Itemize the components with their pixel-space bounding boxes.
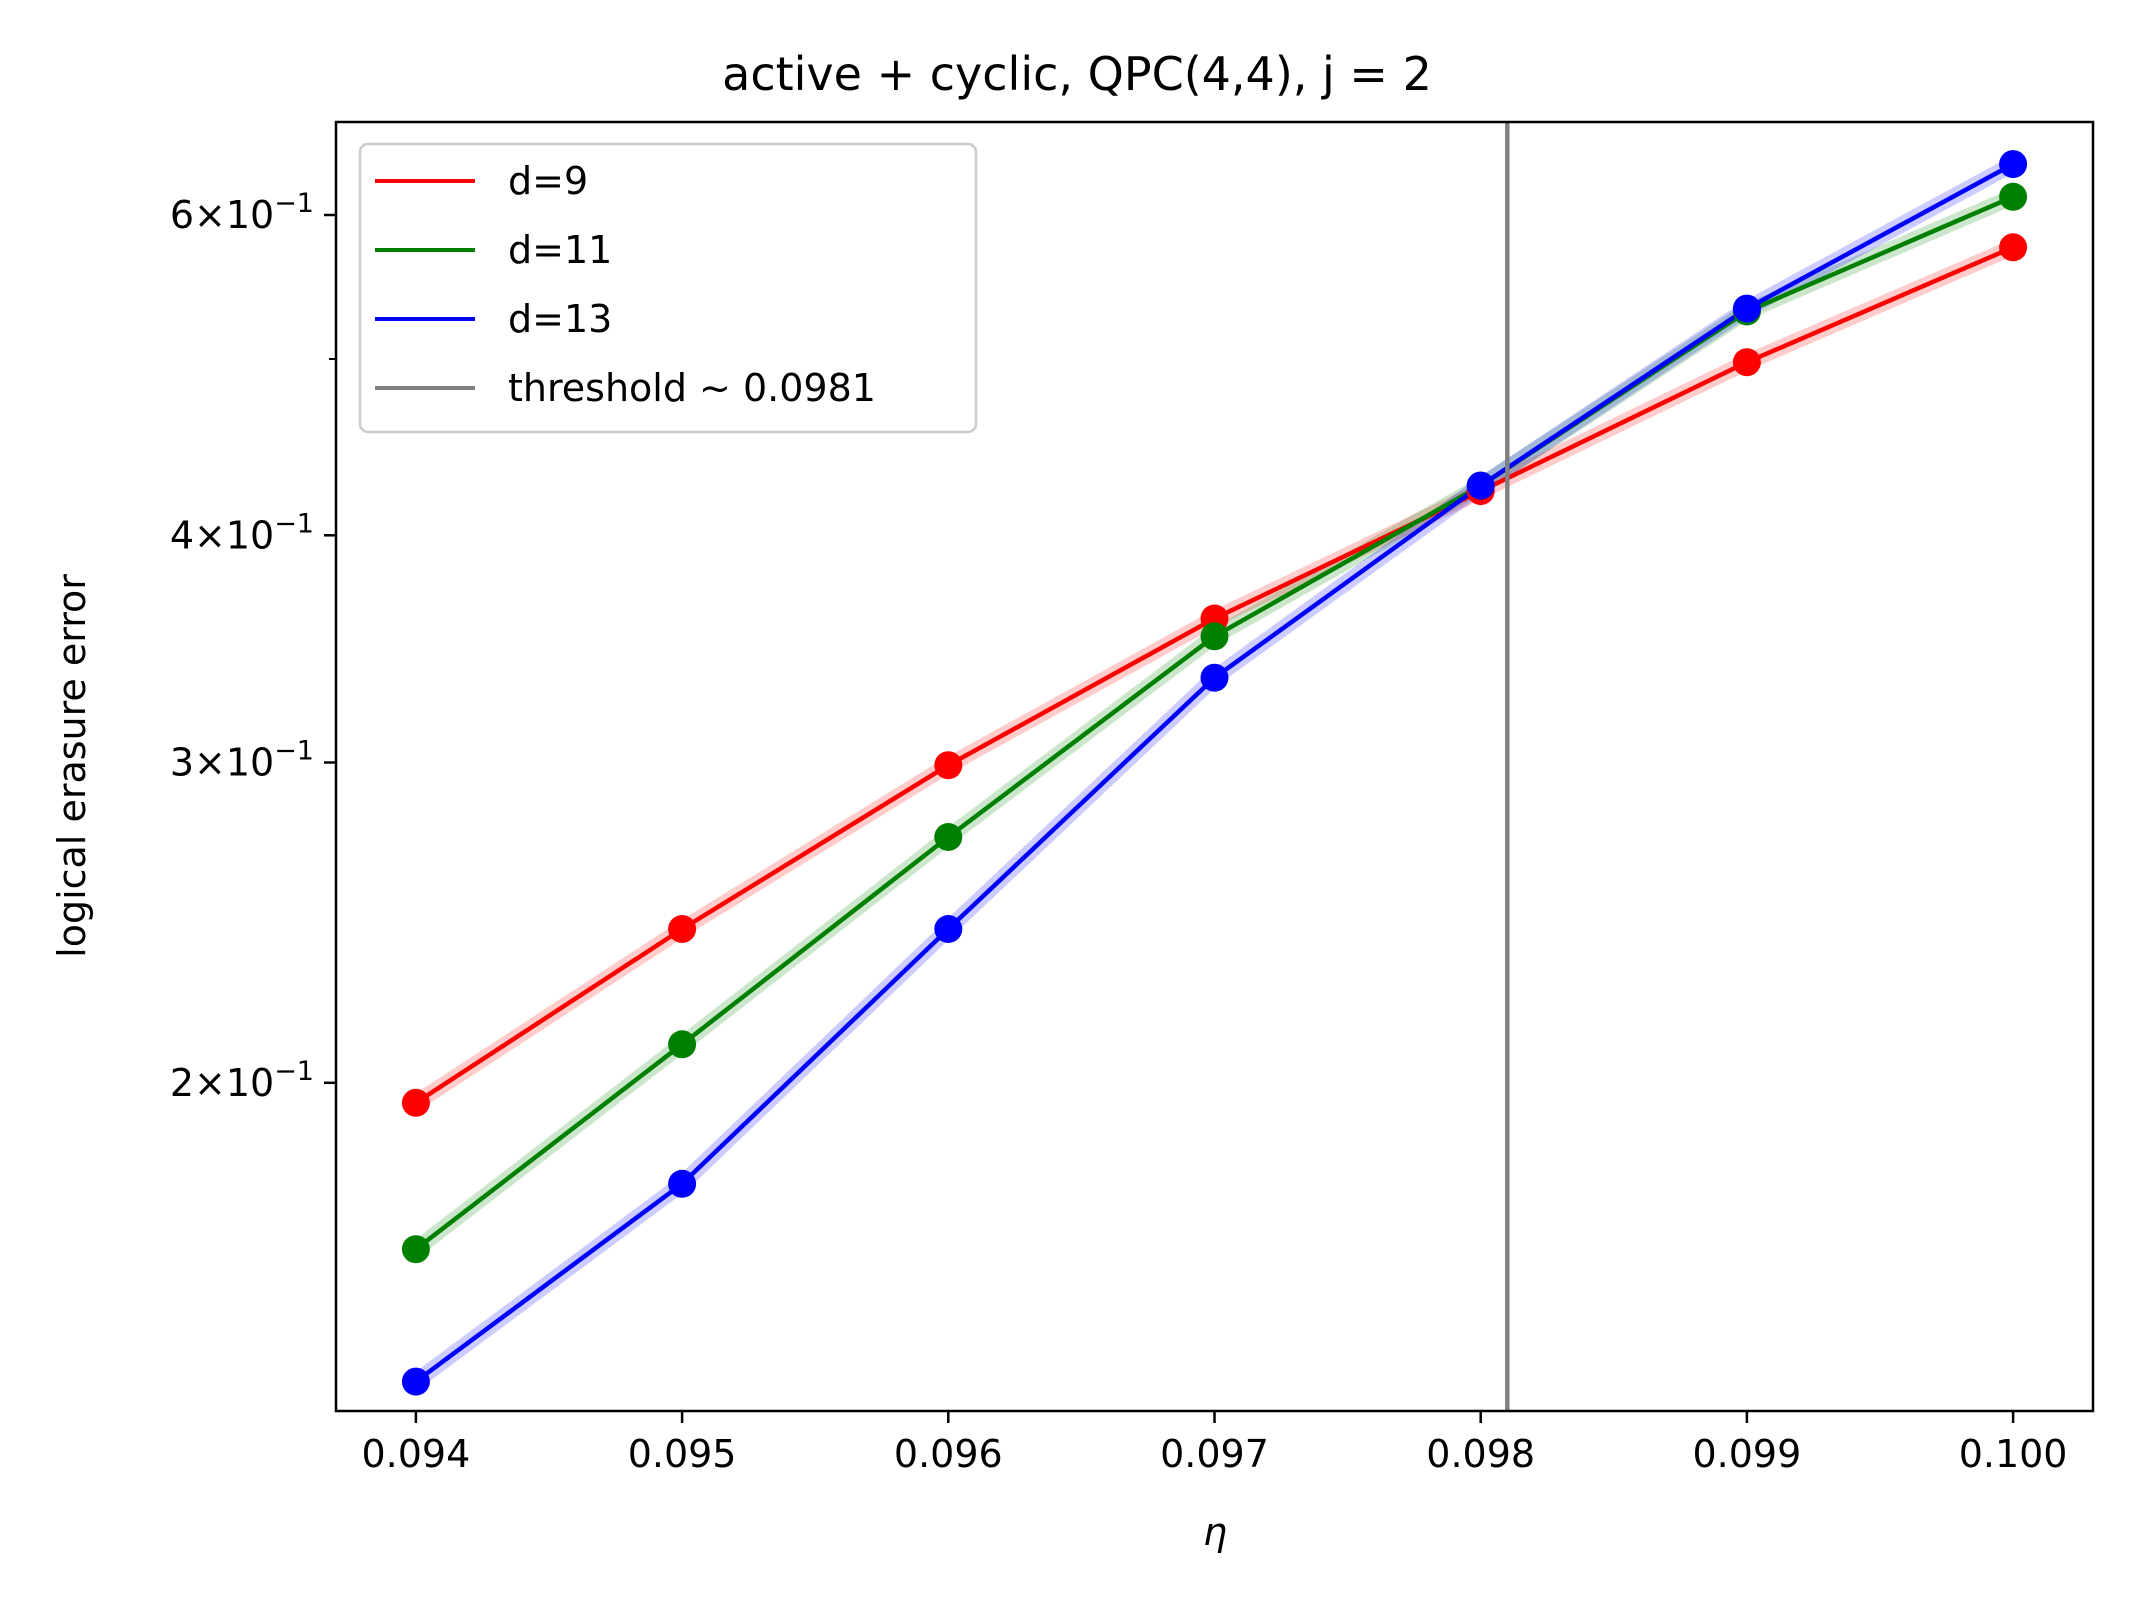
point-d9-5: [1732, 348, 1761, 377]
y-tick-label: 4×10−1: [170, 508, 314, 557]
y-axis-label: logical erasure error: [50, 574, 94, 958]
legend-label-d9: d=9: [508, 159, 588, 203]
y-tick-label: 3×10−1: [170, 736, 314, 785]
point-d13-6: [1999, 150, 2028, 179]
legend: d=9 d=11 d=13 threshold ~ 0.0981: [358, 142, 978, 434]
legend-label-threshold: threshold ~ 0.0981: [508, 366, 876, 410]
chart-title: active + cyclic, QPC(4,4), j = 2: [722, 47, 1432, 101]
point-d13-5: [1732, 294, 1761, 323]
point-d13-3: [1200, 663, 1229, 692]
x-tick-label: 0.100: [1959, 1432, 2068, 1476]
point-d11-6: [1999, 182, 2028, 211]
point-d13-2: [934, 915, 963, 943]
point-d9-1: [668, 915, 697, 943]
legend-label-d13: d=13: [508, 297, 612, 341]
x-tick-label: 0.097: [1160, 1432, 1269, 1476]
point-d11-3: [1200, 622, 1229, 651]
point-d9-0: [401, 1088, 430, 1117]
x-axis-ticks: 0.094 0.095 0.096 0.097 0.098 0.099 0.100: [362, 1411, 2068, 1476]
y-tick-label: 2×10−1: [170, 1056, 314, 1105]
point-d11-0: [401, 1235, 430, 1264]
point-d9-6: [1999, 233, 2028, 262]
legend-box: [358, 142, 978, 434]
point-d13-0: [401, 1367, 430, 1396]
x-axis-label: η: [1203, 1510, 1227, 1554]
legend-label-d11: d=11: [508, 228, 612, 272]
x-tick-label: 0.099: [1693, 1432, 1802, 1476]
x-tick-label: 0.096: [894, 1432, 1003, 1476]
point-d13-1: [668, 1169, 697, 1198]
series-points: [401, 150, 2028, 1396]
x-tick-label: 0.095: [628, 1432, 737, 1476]
point-d9-2: [934, 751, 963, 780]
point-d11-1: [668, 1030, 697, 1059]
x-tick-label: 0.094: [362, 1432, 471, 1476]
y-axis-ticks: 2×10−1 3×10−1 4×10−1 6×10−1: [170, 188, 336, 1105]
point-d11-2: [934, 823, 963, 851]
point-d13-4: [1466, 471, 1495, 500]
x-tick-label: 0.098: [1426, 1432, 1535, 1476]
y-tick-label: 6×10−1: [170, 188, 314, 237]
